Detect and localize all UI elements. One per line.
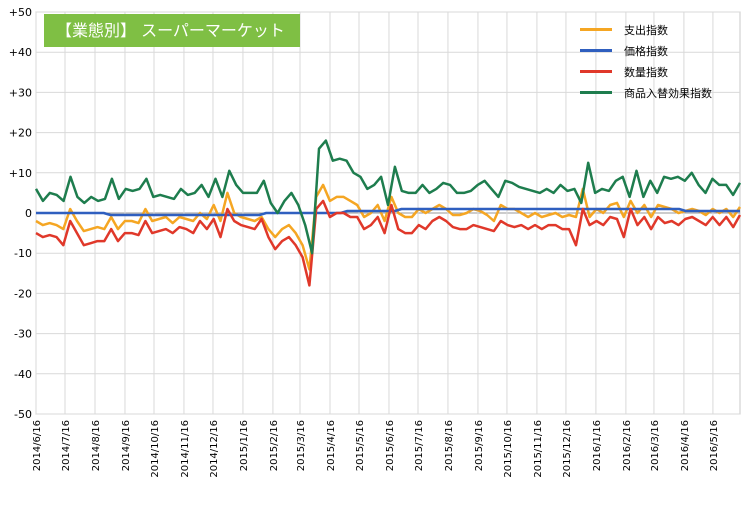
x-tick-label: 2014/10/16 xyxy=(150,420,161,478)
x-tick-label: 2015/9/16 xyxy=(474,420,485,471)
x-tick-label: 2015/1/16 xyxy=(239,420,250,471)
x-tick-label: 2015/10/16 xyxy=(503,420,514,478)
y-tick-label: -40 xyxy=(14,368,32,381)
legend-item-quantity: 数量指数 xyxy=(580,61,712,82)
x-tick-label: 2015/4/16 xyxy=(326,420,337,471)
x-tick-label: 2015/2/16 xyxy=(269,420,280,471)
series-line-3 xyxy=(34,139,742,255)
y-tick-label: -20 xyxy=(14,287,32,300)
x-tick-label: 2015/6/16 xyxy=(385,420,396,471)
x-tick-label: 2016/5/16 xyxy=(709,420,720,471)
x-tick-label: 2016/3/16 xyxy=(650,420,661,471)
x-tick-label: 2015/11/16 xyxy=(533,420,544,478)
x-tick-label: 2014/11/16 xyxy=(180,420,191,478)
y-tick-label: -10 xyxy=(14,247,32,260)
legend-item-spending: 支出指数 xyxy=(580,19,712,40)
y-tick-label: +40 xyxy=(9,46,32,59)
x-tick-label: 2016/1/16 xyxy=(592,420,603,471)
legend-swatch-price xyxy=(580,49,612,52)
y-tick-label: +20 xyxy=(9,127,32,140)
series-line-2 xyxy=(35,199,742,287)
series-line-1 xyxy=(36,207,740,217)
x-tick-label: 2014/12/16 xyxy=(209,420,220,478)
x-tick-label: 2015/7/16 xyxy=(414,420,425,471)
x-tick-label: 2014/9/16 xyxy=(121,420,132,471)
x-tick-label: 2015/5/16 xyxy=(355,420,366,471)
y-tick-label: -50 xyxy=(14,408,32,421)
chart-title: 【業態別】 スーパーマーケット xyxy=(44,14,300,47)
legend-label-price: 価格指数 xyxy=(624,44,668,58)
y-tick-label: +10 xyxy=(9,167,32,180)
x-tick-label: 2014/8/16 xyxy=(91,420,102,471)
y-tick-label: +30 xyxy=(9,86,32,99)
series-line-0 xyxy=(35,183,742,271)
y-axis-ticks: +50 +40 +30 +20 +10 0 -10 -20 -30 -40 -50 xyxy=(9,6,32,421)
x-tick-label: 2015/3/16 xyxy=(296,420,307,471)
x-tick-label: 2015/8/16 xyxy=(444,420,455,471)
x-tick-label: 2014/6/16 xyxy=(32,420,43,471)
legend-item-price: 価格指数 xyxy=(580,40,712,61)
legend-label-replacement: 商品入替効果指数 xyxy=(624,86,712,100)
legend-swatch-quantity xyxy=(580,70,612,73)
x-tick-label: 2015/12/16 xyxy=(562,420,573,478)
x-tick-label: 2016/2/16 xyxy=(622,420,633,471)
x-axis-ticks: 2014/6/16 2014/7/16 2014/8/16 2014/9/16 2014… xyxy=(32,420,720,478)
y-tick-label: +50 xyxy=(9,6,32,19)
y-tick-label: 0 xyxy=(25,207,32,220)
series-lines xyxy=(34,139,742,287)
legend: 支出指数 価格指数 数量指数 商品入替効果指数 xyxy=(580,19,712,103)
y-tick-label: -30 xyxy=(14,328,32,341)
x-tick-label: 2014/7/16 xyxy=(61,420,72,471)
x-tick-label: 2016/4/16 xyxy=(680,420,691,471)
legend-item-replacement: 商品入替効果指数 xyxy=(580,82,712,103)
legend-label-spending: 支出指数 xyxy=(624,23,668,37)
legend-swatch-replacement xyxy=(580,91,612,94)
legend-label-quantity: 数量指数 xyxy=(624,65,668,79)
legend-swatch-spending xyxy=(580,28,612,31)
